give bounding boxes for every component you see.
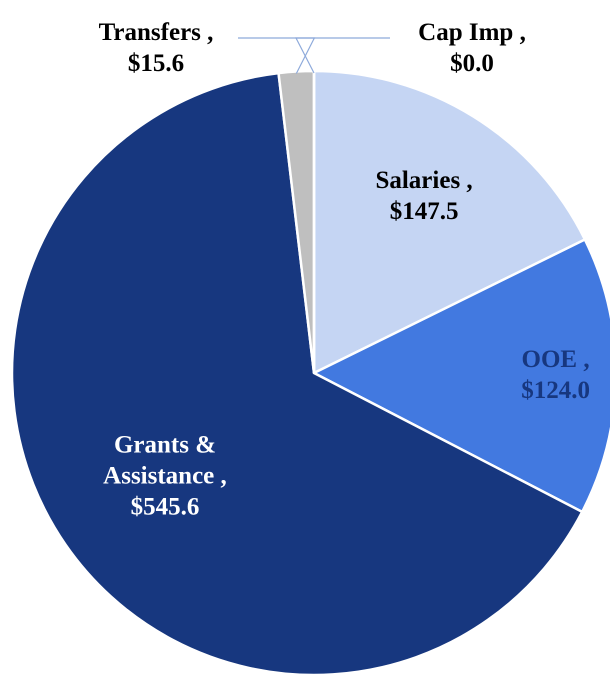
category-label: Transfers , xyxy=(98,19,214,46)
pie-slice xyxy=(312,69,587,376)
category-label: Cap Imp , xyxy=(418,19,526,46)
data-label: Grants & Assistance , $545.6 xyxy=(65,430,265,523)
value-label: $147.5 xyxy=(389,198,459,226)
value-label: $15.6 xyxy=(127,50,185,77)
value-label: $124.0 xyxy=(521,377,590,405)
leader-line xyxy=(295,37,390,74)
data-label: Salaries , $147.5 xyxy=(329,165,519,227)
data-label: Cap Imp , $0.0 xyxy=(377,17,567,79)
value-label: $545.6 xyxy=(130,493,200,521)
value-label: $0.0 xyxy=(450,50,494,77)
data-label: Transfers , $15.6 xyxy=(61,17,251,79)
category-label: OOE , xyxy=(521,346,590,374)
pie-slice xyxy=(10,71,584,674)
category-label: Salaries , xyxy=(375,167,473,195)
data-label: OOE , $124.0 xyxy=(496,344,610,406)
category-label: Grants & Assistance , xyxy=(103,431,227,490)
pie-slice xyxy=(311,237,610,514)
